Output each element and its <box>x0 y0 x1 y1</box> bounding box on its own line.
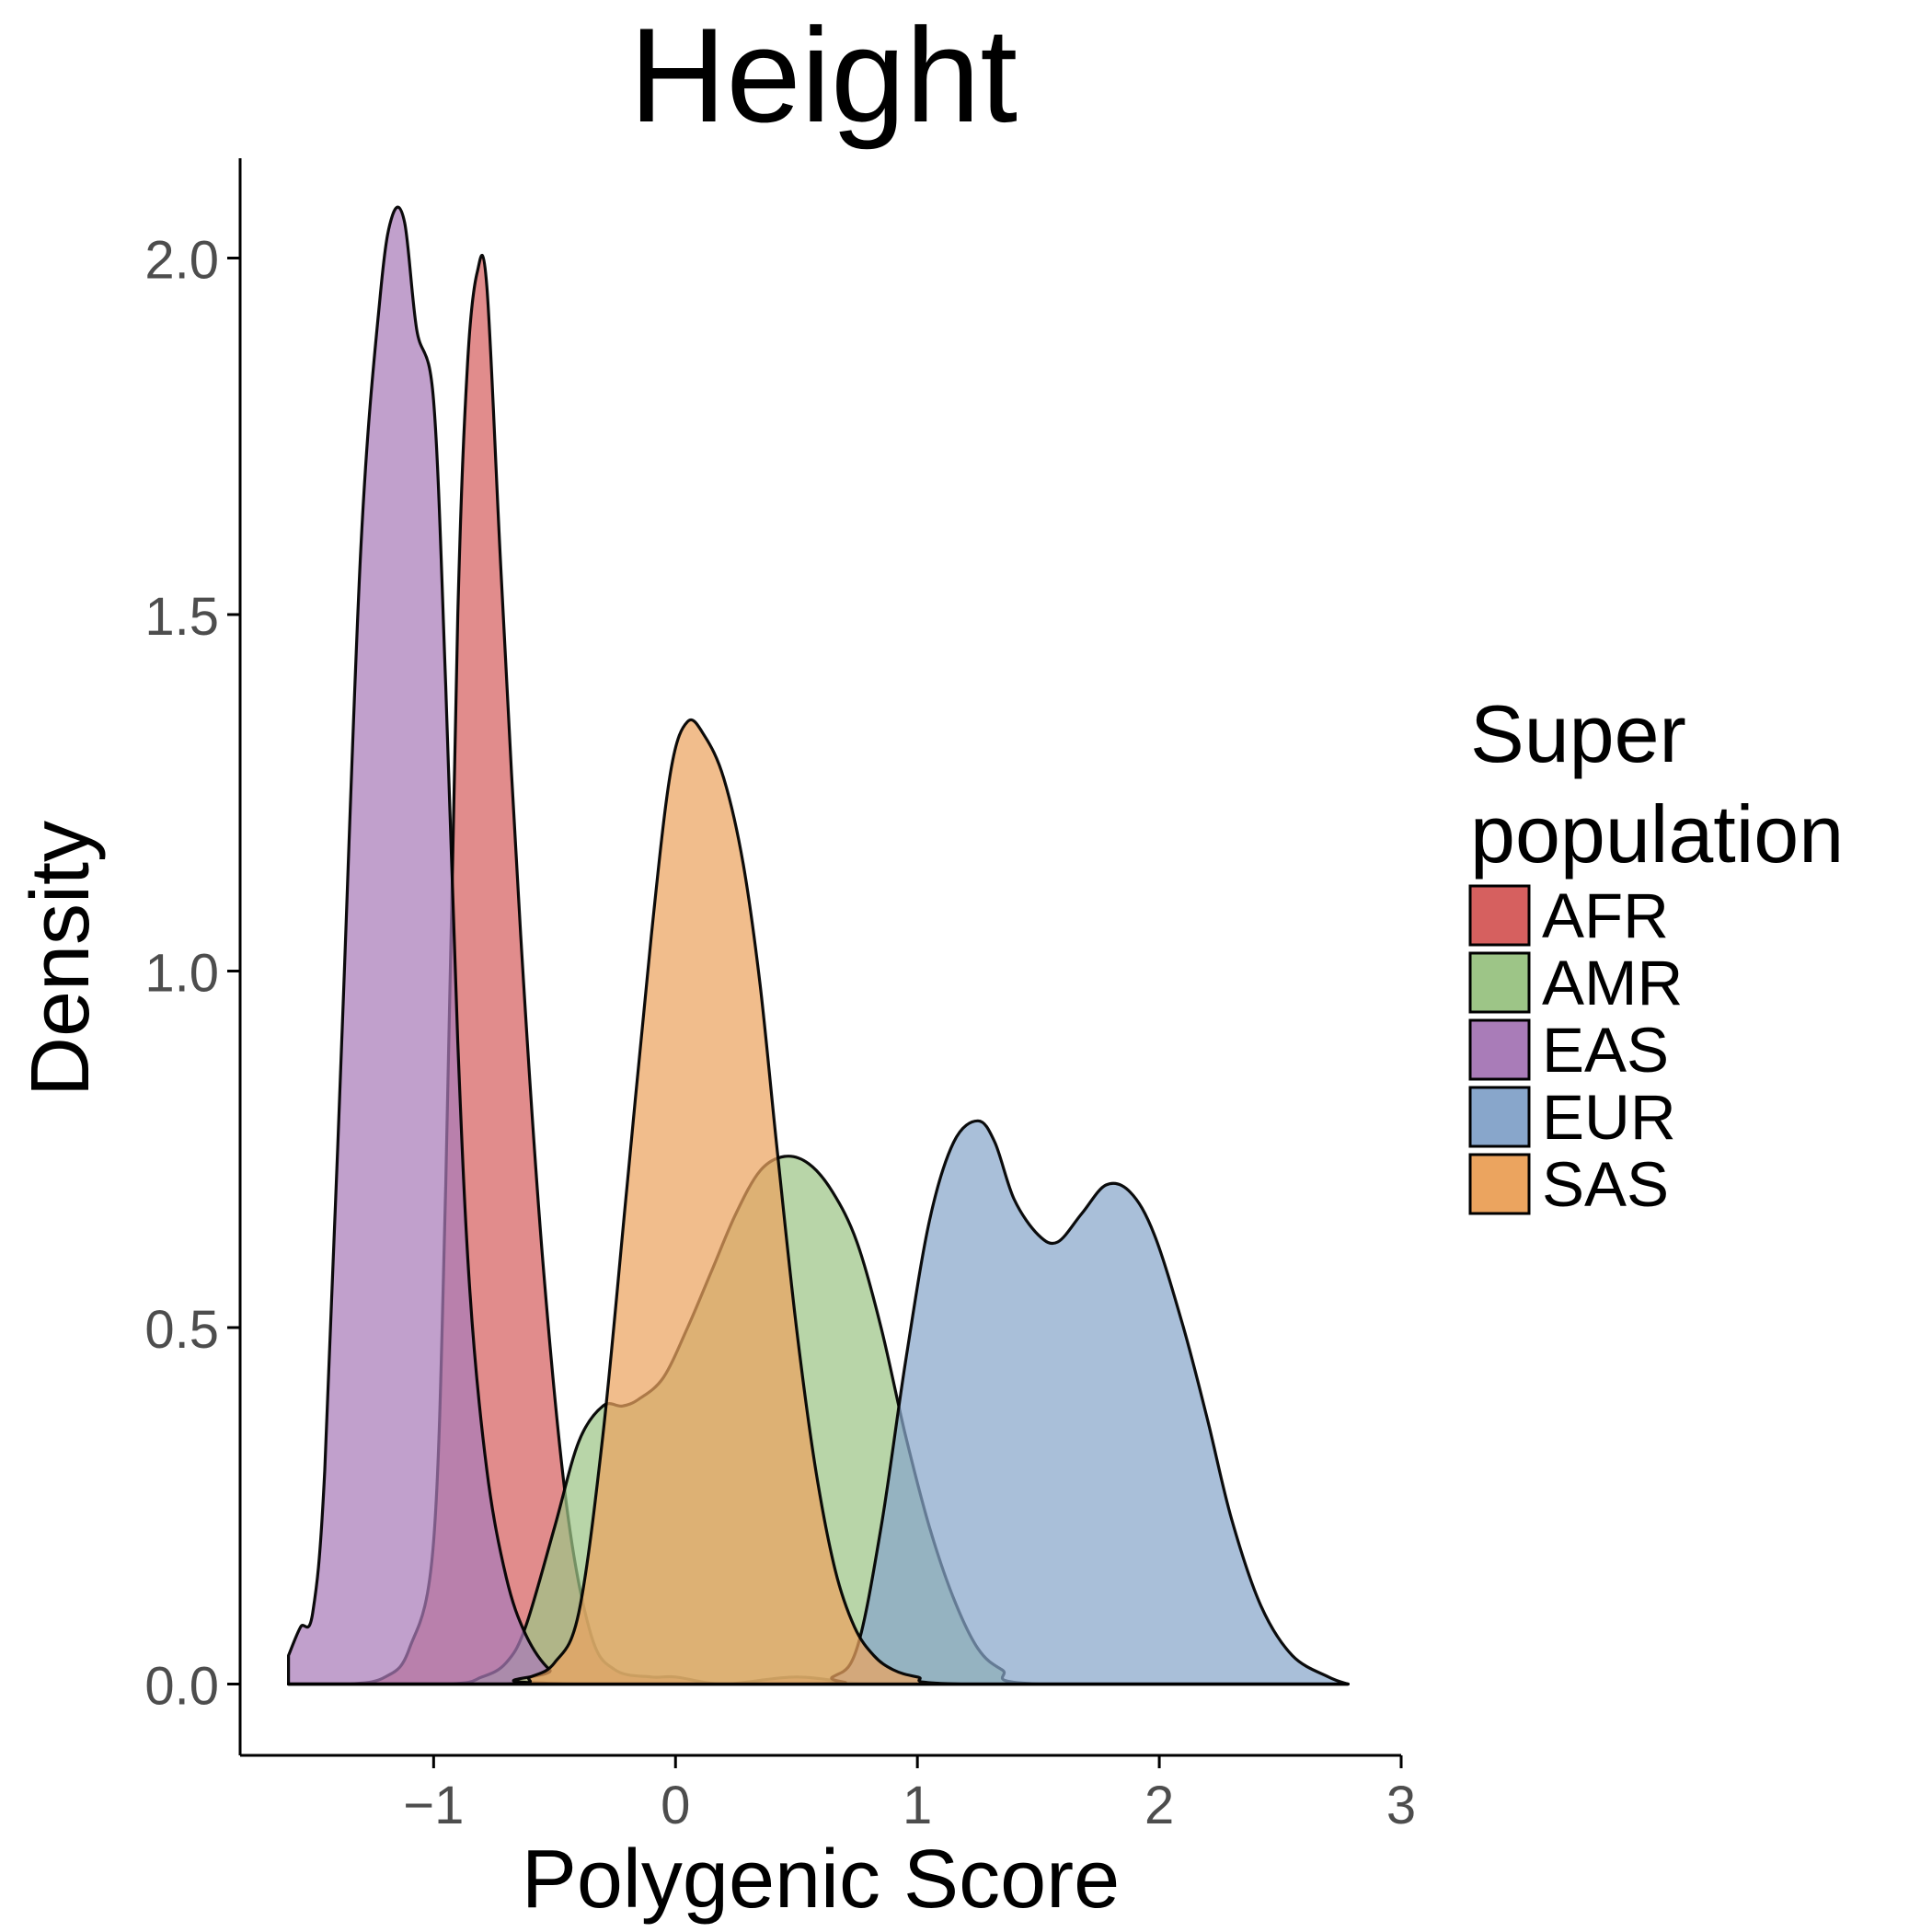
density-area-sas <box>287 718 1350 1686</box>
y-tick-label: 1.0 <box>144 944 219 1004</box>
x-axis-title: Polygenic Score <box>522 1834 1120 1926</box>
x-tick-label: 3 <box>1386 1776 1416 1835</box>
x-ticks: −1 0 1 2 3 <box>403 1755 1416 1835</box>
x-tick-label: 0 <box>661 1776 690 1835</box>
y-tick-label: 1.5 <box>144 587 219 647</box>
y-ticks: 0.0 0.5 1.0 1.5 2.0 <box>144 231 240 1717</box>
legend-label-eas: EAS <box>1542 1015 1669 1086</box>
legend-label-amr: AMR <box>1542 948 1683 1018</box>
plot-area <box>287 205 1350 1686</box>
y-tick-label: 2.0 <box>144 231 219 291</box>
legend-swatch-eas <box>1468 1018 1531 1081</box>
legend-swatch-eur <box>1468 1086 1531 1148</box>
chart-title: Height <box>629 0 1018 150</box>
y-axis-title: Density <box>15 821 107 1097</box>
y-tick-label: 0.5 <box>144 1300 219 1360</box>
y-tick-label: 0.0 <box>144 1657 219 1717</box>
x-tick-label: 1 <box>903 1776 932 1835</box>
legend-title-line-2: population <box>1470 788 1844 880</box>
legend-swatch-amr <box>1468 951 1531 1014</box>
legend-label-sas: SAS <box>1542 1149 1669 1220</box>
legend-swatch-afr <box>1468 884 1531 947</box>
x-tick-label: −1 <box>403 1776 464 1835</box>
x-tick-label: 2 <box>1144 1776 1174 1835</box>
legend-swatch-sas <box>1468 1153 1531 1215</box>
legend-title-line-1: Super <box>1470 688 1686 779</box>
legend-label-afr: AFR <box>1542 880 1669 951</box>
legend-label-eur: EUR <box>1542 1082 1676 1153</box>
